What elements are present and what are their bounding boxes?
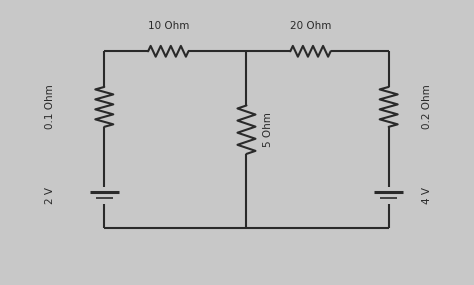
Text: 5 Ohm: 5 Ohm <box>263 112 273 147</box>
Text: 20 Ohm: 20 Ohm <box>290 21 331 31</box>
Text: 0.1 Ohm: 0.1 Ohm <box>45 84 55 129</box>
Text: 2 V: 2 V <box>45 187 55 204</box>
Text: 4 V: 4 V <box>421 187 432 204</box>
Text: 0.2 Ohm: 0.2 Ohm <box>421 84 432 129</box>
Text: 10 Ohm: 10 Ohm <box>147 21 189 31</box>
